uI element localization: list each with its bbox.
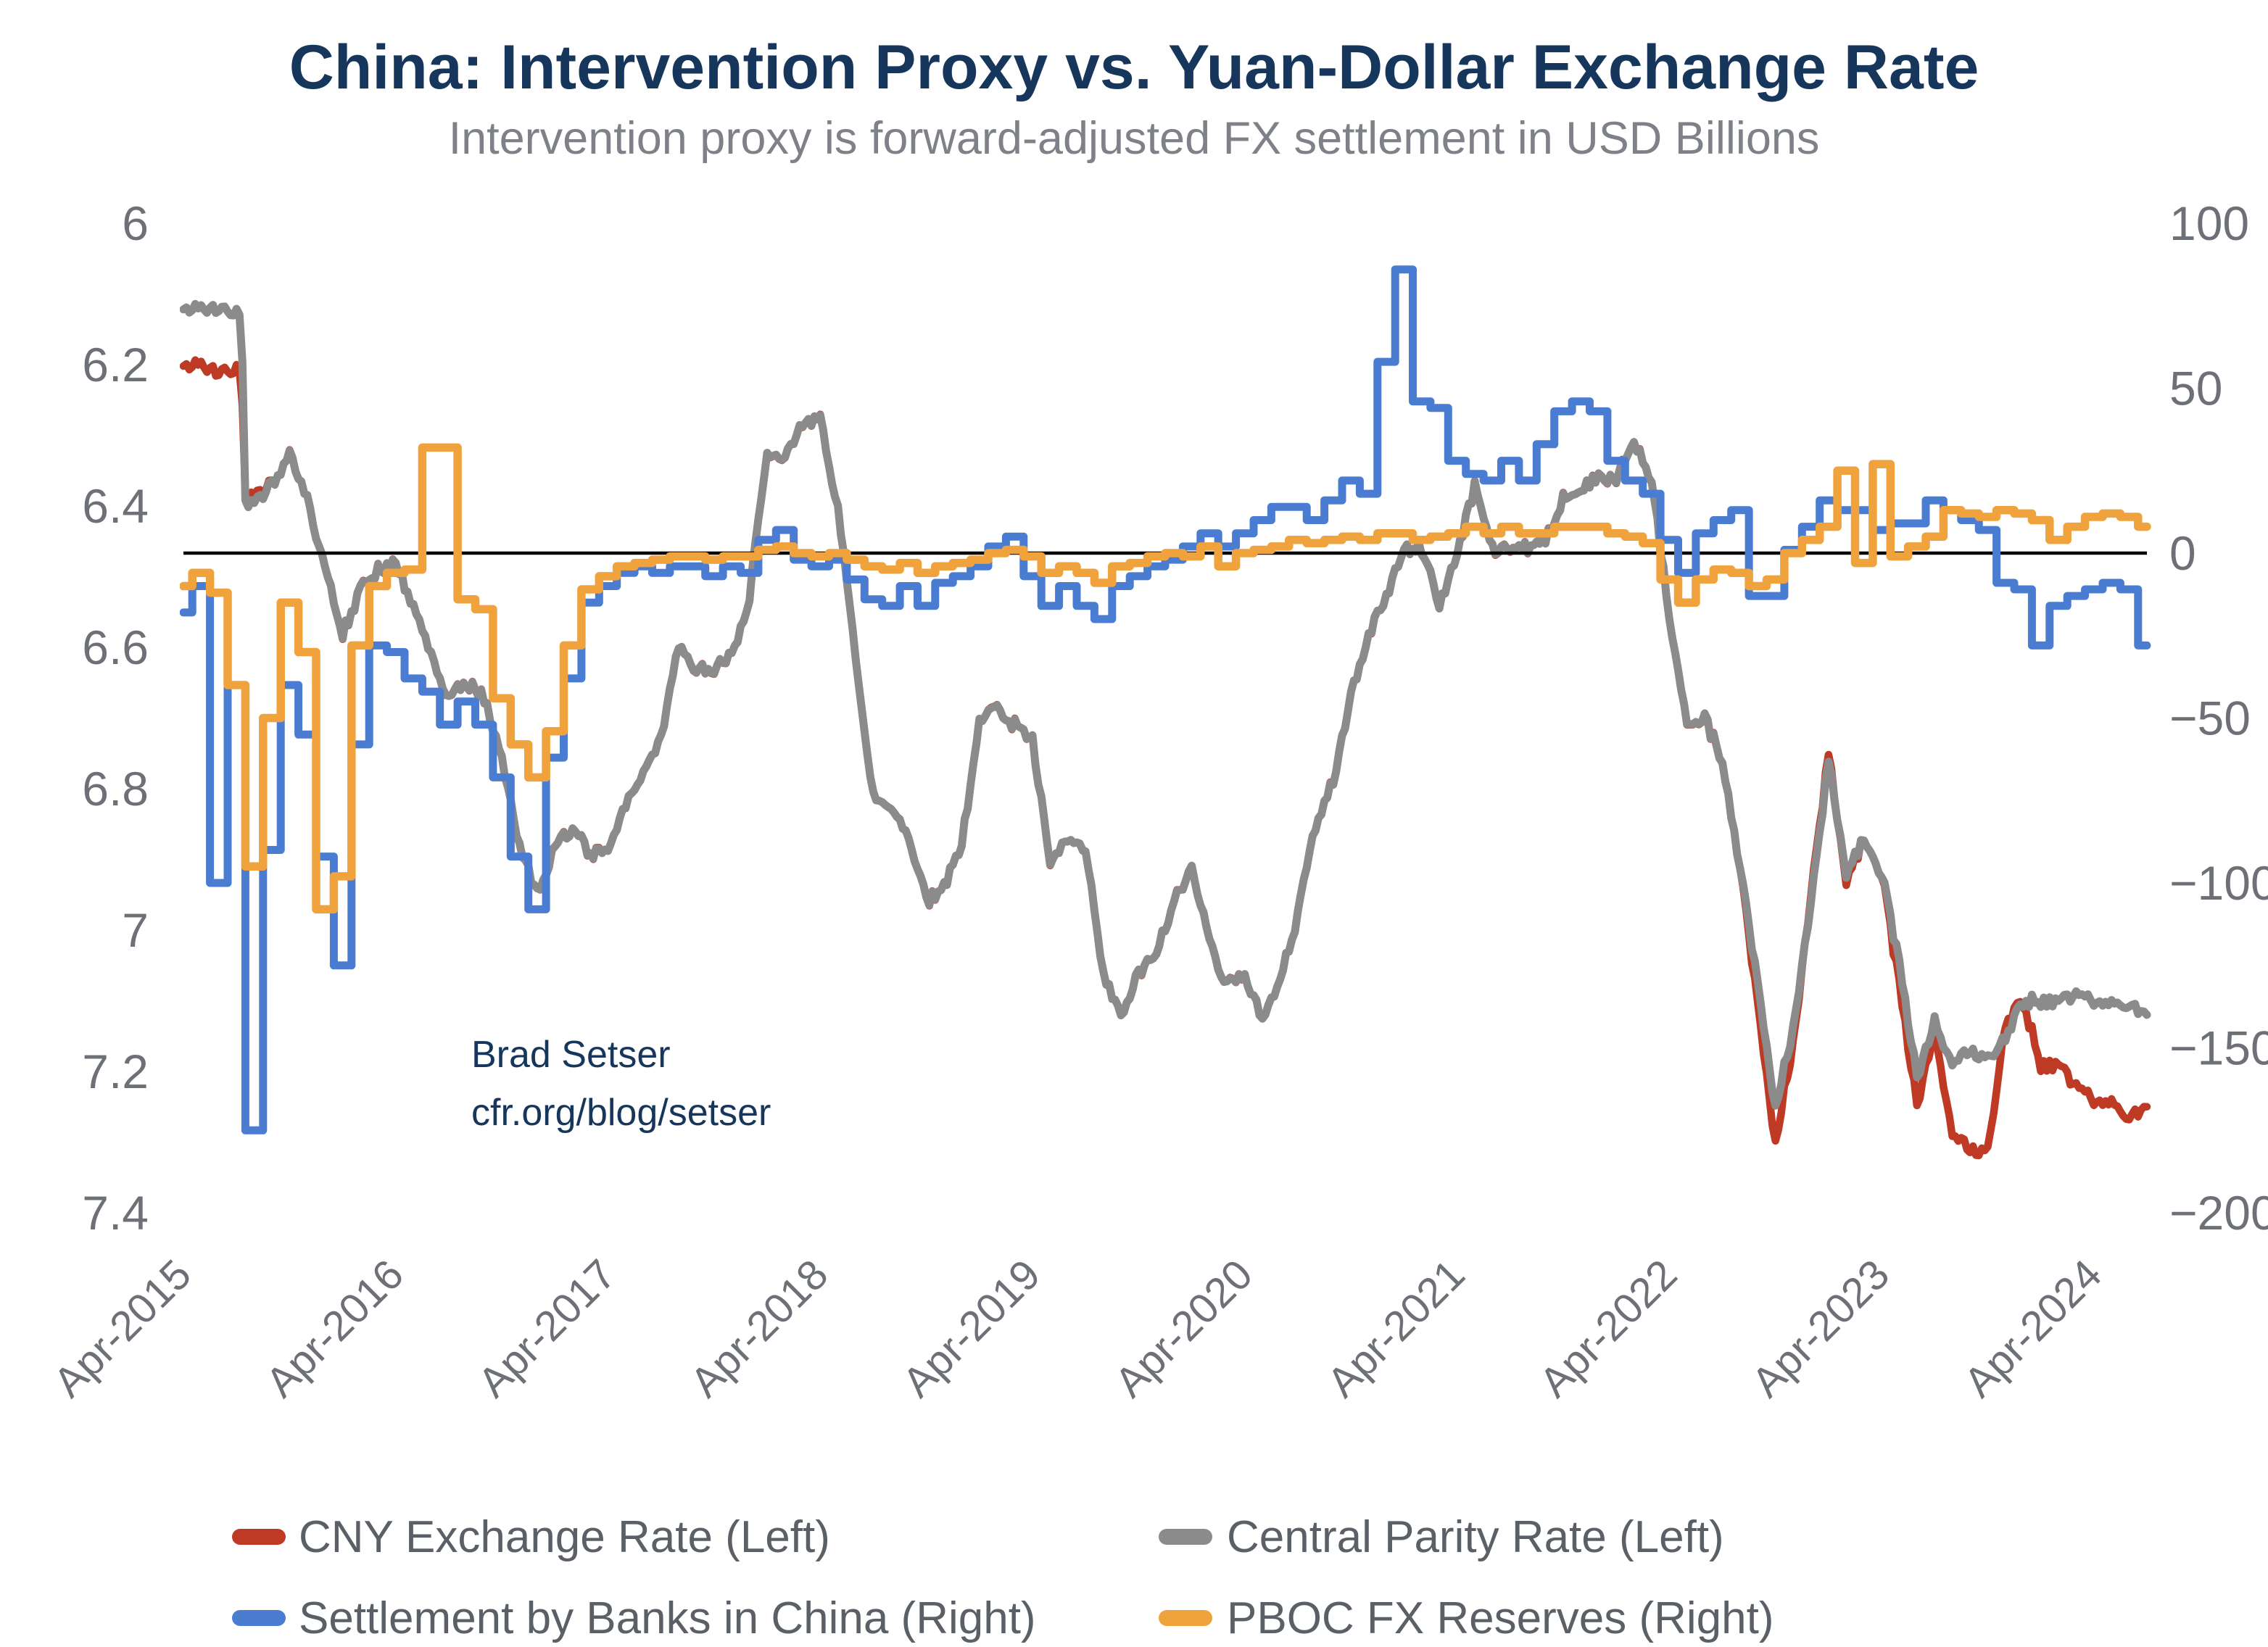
x-axis-tick: Apr-2022: [1531, 1250, 1686, 1406]
legend-swatch-2: [232, 1610, 286, 1626]
x-axis-tick: Apr-2023: [1743, 1250, 1899, 1406]
legend-swatch-1: [1159, 1529, 1212, 1545]
annotation-url: cfr.org/blog/setser: [471, 1092, 771, 1134]
left-axis-tick: 7.2: [82, 1045, 149, 1098]
right-axis-tick: −200: [2169, 1186, 2268, 1240]
chart-title: China: Intervention Proxy vs. Yuan-Dolla…: [289, 33, 1979, 102]
legend-swatch-3: [1159, 1610, 1212, 1626]
x-axis-tick: Apr-2020: [1106, 1250, 1262, 1406]
right-axis-tick: −150: [2169, 1021, 2268, 1075]
left-axis-tick: 6.8: [82, 762, 149, 816]
chart-subtitle: Intervention proxy is forward-adjusted F…: [449, 113, 1820, 164]
legend-swatch-0: [232, 1529, 286, 1545]
right-axis-tick: −50: [2169, 692, 2251, 745]
series-reserves-line: [180, 443, 2151, 914]
series-settlement-line: [180, 265, 2151, 1134]
right-axis-tick: 100: [2169, 196, 2249, 250]
series-layer: [180, 265, 2151, 1160]
x-axis-tick: Apr-2016: [257, 1250, 413, 1406]
x-axis-tick: Apr-2019: [894, 1250, 1050, 1406]
legend-label-3: PBOC FX Reserves (Right): [1227, 1593, 1774, 1643]
x-axis-tick: Apr-2018: [682, 1250, 837, 1406]
legend: CNY Exchange Rate (Left) Central Parity R…: [232, 1512, 1774, 1643]
right-axis-tick: −100: [2169, 856, 2268, 910]
left-axis-tick: 6.4: [82, 479, 149, 533]
right-axis-tick: 50: [2169, 362, 2222, 415]
axes-layer: 6 6.2 6.4 6.6 6.8 7 7.2 7.4 100 50 0 −50 −100 −150 −20…: [45, 196, 2268, 1406]
x-axis-tick: Apr-2017: [469, 1250, 625, 1406]
right-axis-tick: 0: [2169, 526, 2196, 580]
x-axis-tick: Apr-2024: [1955, 1250, 2111, 1406]
legend-label-1: Central Parity Rate (Left): [1227, 1512, 1724, 1562]
legend-label-2: Settlement by Banks in China (Right): [299, 1593, 1036, 1643]
left-axis-tick: 7.4: [82, 1186, 149, 1240]
legend-label-0: CNY Exchange Rate (Left): [299, 1512, 830, 1562]
left-axis-tick: 6: [122, 196, 149, 250]
left-axis-tick: 6.6: [82, 621, 149, 674]
x-axis-tick: Apr-2021: [1318, 1250, 1474, 1406]
annotation-author: Brad Setser: [471, 1034, 671, 1076]
left-axis-tick: 6.2: [82, 338, 149, 391]
x-axis-tick: Apr-2015: [45, 1250, 201, 1406]
left-axis-tick: 7: [122, 903, 149, 957]
